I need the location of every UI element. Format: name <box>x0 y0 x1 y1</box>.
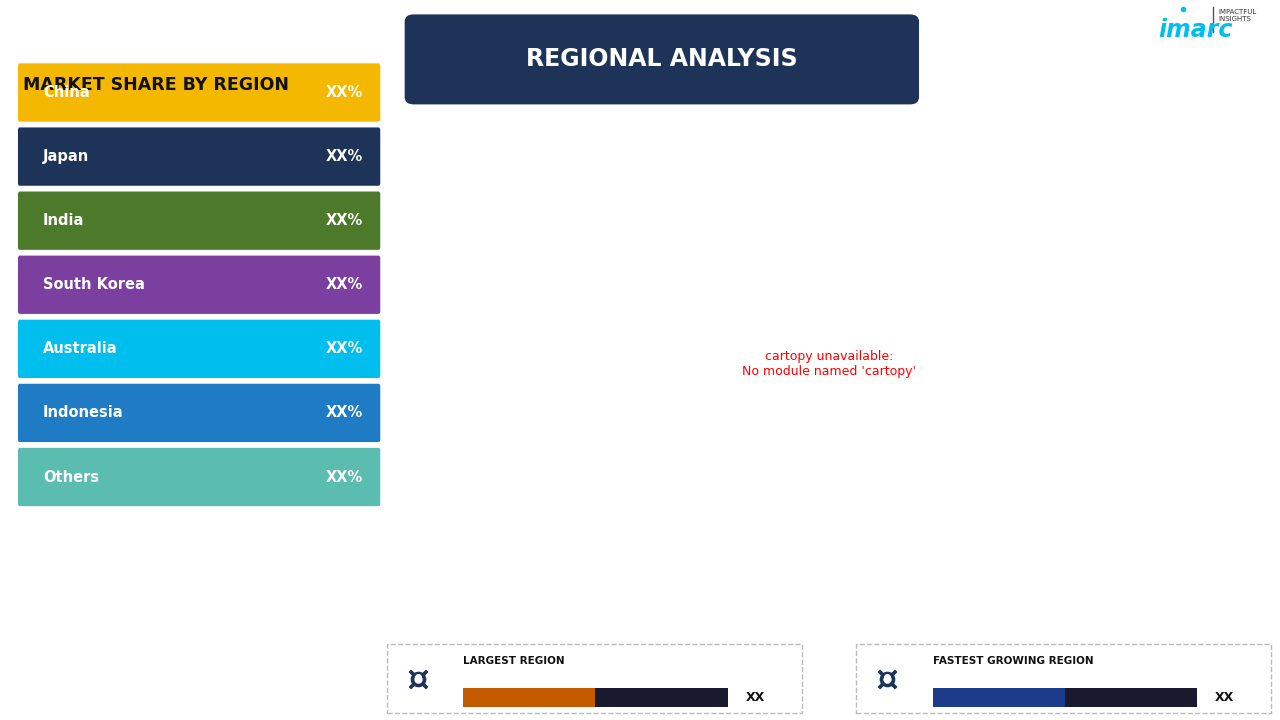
Text: China: China <box>44 85 90 100</box>
Text: XX%: XX% <box>326 149 364 164</box>
FancyBboxPatch shape <box>18 448 380 506</box>
FancyBboxPatch shape <box>18 192 380 250</box>
FancyBboxPatch shape <box>18 256 380 314</box>
FancyBboxPatch shape <box>404 14 919 104</box>
Text: Japan: Japan <box>44 149 90 164</box>
Bar <box>463 688 595 707</box>
Text: XX%: XX% <box>326 85 364 100</box>
Text: MARKET SHARE BY REGION: MARKET SHARE BY REGION <box>23 76 289 94</box>
Text: XX%: XX% <box>326 469 364 485</box>
Text: India: India <box>44 213 84 228</box>
Bar <box>933 688 1065 707</box>
Text: XX%: XX% <box>326 341 364 356</box>
Text: cartopy unavailable:
No module named 'cartopy': cartopy unavailable: No module named 'ca… <box>742 350 915 377</box>
FancyBboxPatch shape <box>18 384 380 442</box>
Text: imarc: imarc <box>1158 18 1233 42</box>
Text: XX%: XX% <box>326 405 364 420</box>
Text: XX%: XX% <box>326 277 364 292</box>
FancyBboxPatch shape <box>18 320 380 378</box>
FancyBboxPatch shape <box>18 127 380 186</box>
Text: FASTEST GROWING REGION: FASTEST GROWING REGION <box>933 656 1093 666</box>
Text: XX: XX <box>1215 691 1234 704</box>
Text: South Korea: South Korea <box>44 277 145 292</box>
Text: Others: Others <box>44 469 99 485</box>
Bar <box>595 688 727 707</box>
FancyBboxPatch shape <box>18 63 380 122</box>
Text: XX%: XX% <box>326 213 364 228</box>
Text: LARGEST REGION: LARGEST REGION <box>463 656 564 666</box>
Bar <box>1065 688 1197 707</box>
Text: XX: XX <box>745 691 765 704</box>
Text: IMPACTFUL
INSIGHTS: IMPACTFUL INSIGHTS <box>1219 9 1257 22</box>
Text: Australia: Australia <box>44 341 118 356</box>
FancyBboxPatch shape <box>856 644 1271 713</box>
Text: REGIONAL ANALYSIS: REGIONAL ANALYSIS <box>526 47 797 71</box>
FancyBboxPatch shape <box>387 644 801 713</box>
Text: Indonesia: Indonesia <box>44 405 124 420</box>
